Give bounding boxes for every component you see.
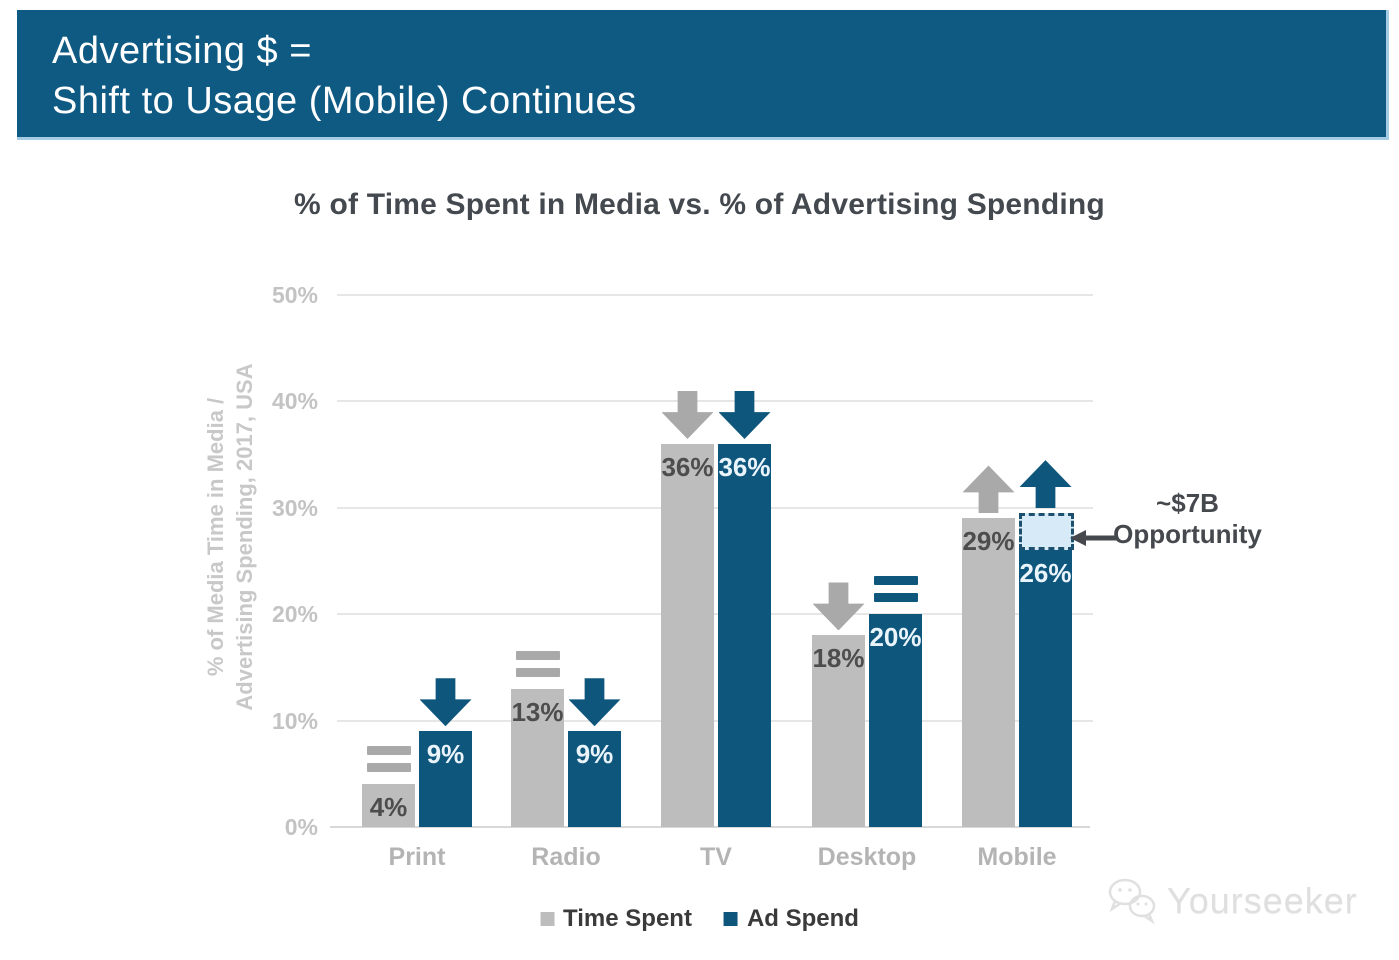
equals-bar [873,593,918,603]
equals-bar [366,746,411,756]
y-axis-title-line-1: % of Media Time in Media / [203,397,228,677]
radio-ad-spend-value: 9% [575,739,614,770]
ad-spend-label: Ad Spend [746,905,859,932]
x-axis-line [330,826,1090,828]
desktop-ad-spend-bar [869,614,922,827]
ad-spend-equals-icon [873,576,918,603]
y-tick-40%: 40% [271,388,318,415]
mobile-ad-spend-value: 26% [1019,558,1072,589]
category-label-desktop: Desktop [817,843,917,871]
legend: Time Spent Ad Spend [540,905,859,933]
print-ad-spend-value: 9% [426,739,465,770]
radio-time-spent-value: 13% [511,696,564,727]
ad-spend-swatch [723,912,738,926]
mobile-ad-spend-bar [1019,550,1072,827]
opportunity-annotation-line-1: ~$7B [1156,488,1219,518]
legend-item-time-spent: Time Spent [540,905,692,933]
ad-spend-arrow-down-icon [718,390,771,439]
tv-time-spent-value: 36% [661,451,714,482]
y-tick-20%: 20% [271,601,318,628]
tv-ad-spend-bar [718,443,771,827]
print-time-spent-value: 4% [369,792,408,823]
y-tick-50%: 50% [271,282,318,308]
y-axis-title-line-2: Advertising Spending, 2017, USA [232,363,257,711]
gridline-40% [337,400,1093,403]
time-spent-arrow-down-icon [661,390,714,439]
category-label-radio: Radio [531,843,601,871]
time-spent-arrow-down-icon [812,582,865,631]
desktop-ad-spend-value: 20% [869,622,922,653]
time-spent-equals-icon [366,746,411,773]
legend-item-ad-spend: Ad Spend [723,905,859,933]
y-tick-0%: 0% [284,814,318,840]
print-ad-spend-bar [419,731,472,827]
gridline-30% [337,506,1093,509]
header-line-1: Advertising $ = [52,30,312,72]
category-label-print: Print [388,843,446,871]
tv-time-spent-bar [661,443,714,827]
header-banner: Advertising $ = Shift to Usage (Mobile) … [17,10,1389,140]
y-tick-10%: 10% [271,707,318,734]
gridline-20% [337,613,1093,616]
time-spent-label: Time Spent [563,905,692,932]
chat-bubbles-icon [1108,878,1156,925]
left-arrow-icon [1070,530,1118,546]
equals-bar [366,763,411,773]
desktop-time-spent-value: 18% [812,643,865,674]
gridline-10% [337,719,1093,722]
tv-ad-spend-value: 36% [718,451,771,482]
category-label-mobile: Mobile [977,843,1057,871]
equals-bar [873,576,918,586]
opportunity-annotation-line-2: Opportunity [1113,519,1262,549]
time-spent-equals-icon [515,650,560,677]
gridline-50% [337,294,1093,296]
equals-bar [515,667,560,677]
category-label-tv: TV [700,843,732,871]
header-line-2: Shift to Usage (Mobile) Continues [52,80,637,122]
chart-title: % of Time Spent in Media vs. % of Advert… [294,188,1105,221]
y-axis-title: % of Media Time in Media / Advertising S… [201,302,259,772]
watermark-text: Yourseeker [1167,880,1358,921]
print-time-spent-bar [362,784,415,827]
watermark: Yourseeker [1105,876,1358,926]
ad-spend-arrow-up-icon [1019,460,1072,509]
opportunity-annotation: ~$7B Opportunity [1095,488,1280,550]
mobile-time-spent-bar [962,518,1015,827]
equals-bar [515,650,560,660]
opportunity-gap-box [1019,513,1074,551]
radio-time-spent-bar [511,688,564,827]
radio-ad-spend-bar [568,731,621,827]
time-spent-swatch [540,912,555,926]
mobile-time-spent-value: 29% [962,526,1015,557]
y-tick-30%: 30% [271,494,318,521]
desktop-time-spent-bar [812,635,865,827]
